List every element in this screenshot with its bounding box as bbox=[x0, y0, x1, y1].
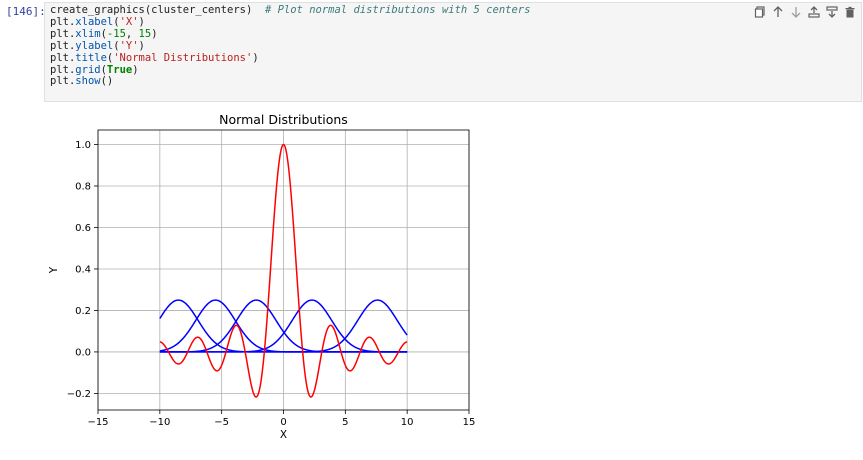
duplicate-icon[interactable] bbox=[751, 4, 769, 20]
line-chart: −15 −10 −5 0 5 10 15 −0.2 0.0 0.2 0.4 0.6 0.8 1.0 Norm… bbox=[48, 112, 476, 441]
code-text[interactable]: create_graphics(cluster_centers) # Plot … bbox=[50, 4, 531, 88]
x-tick-label: −10 bbox=[149, 417, 170, 428]
x-tick-label: −5 bbox=[214, 417, 229, 428]
normal-curve-series bbox=[159, 299, 408, 353]
insert-below-icon[interactable] bbox=[823, 4, 841, 20]
move-up-icon[interactable] bbox=[769, 4, 787, 20]
y-tick-label: 0.8 bbox=[75, 182, 91, 193]
cell-output: −15 −10 −5 0 5 10 15 −0.2 0.0 0.2 0.4 0.6 0.8 1.0 Norm… bbox=[44, 108, 484, 458]
normal-curve-series bbox=[159, 299, 408, 353]
x-tick-label: 5 bbox=[342, 417, 348, 428]
y-tick-label: 0.6 bbox=[75, 223, 91, 234]
x-tick-label: 10 bbox=[401, 417, 414, 428]
code-line: plt.ylabel('Y') bbox=[50, 39, 145, 52]
y-tick-label: −0.2 bbox=[67, 389, 91, 400]
y-tick-label: 1.0 bbox=[75, 140, 91, 151]
x-axis-label: X bbox=[280, 429, 287, 441]
code-line: plt.grid(True) bbox=[50, 63, 139, 76]
execution-count: [146]: bbox=[6, 5, 46, 18]
x-tick-label: 15 bbox=[463, 417, 476, 428]
code-cell[interactable]: [146]: create_graphics(cluster_centers) … bbox=[0, 0, 863, 104]
code-line: plt.title('Normal Distributions') bbox=[50, 51, 259, 64]
x-tick-label: −15 bbox=[87, 417, 108, 428]
code-line: create_graphics(cluster_centers) # Plot … bbox=[50, 4, 531, 16]
insert-above-icon[interactable] bbox=[805, 4, 823, 20]
delete-icon[interactable] bbox=[841, 4, 859, 20]
code-line: plt.xlabel('X') bbox=[50, 15, 145, 28]
code-line: plt.xlim(-15, 15) bbox=[50, 27, 158, 40]
y-tick-label: 0.4 bbox=[75, 264, 91, 275]
sinc-curve-series bbox=[159, 143, 408, 398]
code-line: plt.show() bbox=[50, 75, 114, 88]
chart-title: Normal Distributions bbox=[219, 112, 348, 127]
y-axis-label: Y bbox=[48, 266, 60, 274]
cell-toolbar bbox=[751, 4, 859, 20]
move-down-icon[interactable] bbox=[787, 4, 805, 20]
y-tick-label: 0.0 bbox=[75, 347, 91, 358]
y-tick-label: 0.2 bbox=[75, 306, 91, 317]
code-editor[interactable]: create_graphics(cluster_centers) # Plot … bbox=[44, 2, 862, 102]
x-tick-label: 0 bbox=[280, 417, 286, 428]
